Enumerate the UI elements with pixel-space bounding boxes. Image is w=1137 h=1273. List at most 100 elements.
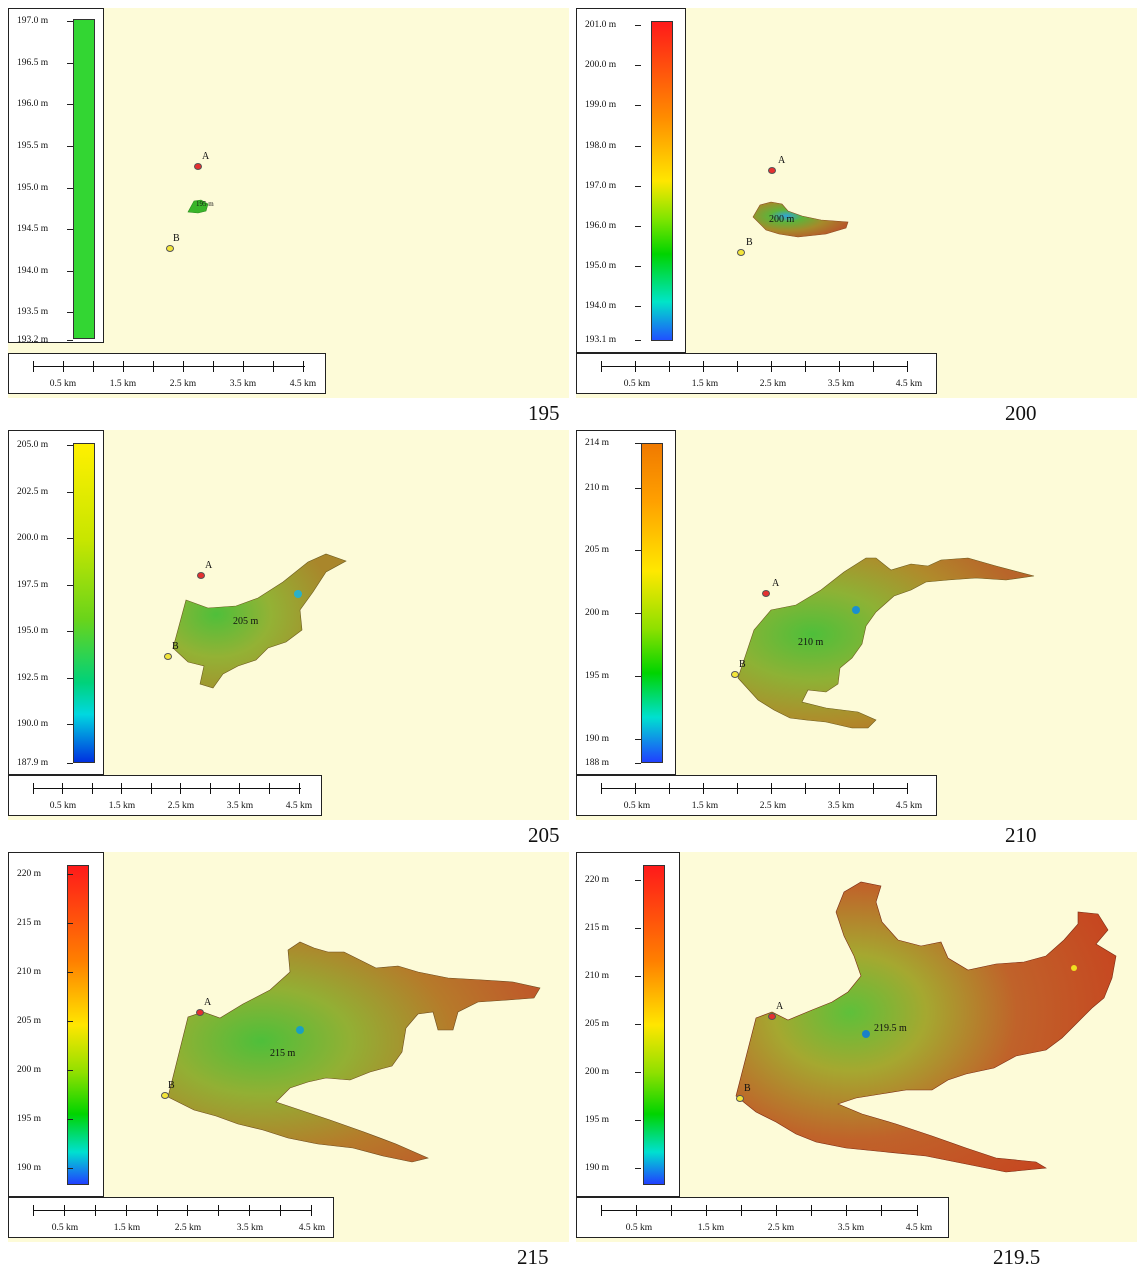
scale-bar: 0.5 km 1.5 km 2.5 km 3.5 km 4.5 km	[8, 1197, 334, 1238]
point-a-marker	[197, 572, 205, 579]
legend-tick: 214 m	[585, 438, 642, 448]
elevation-legend: 197.0 m 196.5 m 196.0 m 195.5 m 195.0 m …	[8, 8, 104, 345]
legend-tick: 192.5 m	[17, 673, 74, 683]
scale-bar: 0.5 km 1.5 km 2.5 km 3.5 km 4.5 km	[8, 353, 326, 394]
legend-tick: 194.0 m	[17, 266, 74, 276]
scale-label: 4.5 km	[905, 1223, 933, 1233]
scale-bar: 0.5 km 1.5 km 2.5 km 3.5 km 4.5 km	[576, 1197, 949, 1238]
point-b-label: B	[744, 1083, 751, 1094]
water-level-label: 219.5 m	[874, 1023, 907, 1034]
legend-tick: 205 m	[17, 1016, 74, 1026]
scale-label: 1.5 km	[691, 379, 719, 389]
panel-caption: 200	[1005, 401, 1037, 425]
point-a-label: A	[776, 1001, 784, 1012]
reservoir-map	[752, 201, 849, 238]
scale-label: 0.5 km	[49, 801, 77, 811]
scale-label: 0.5 km	[623, 801, 651, 811]
point-a-marker	[768, 1013, 776, 1020]
legend-tick: 202.5 m	[17, 487, 74, 497]
scale-label: 3.5 km	[236, 1223, 264, 1233]
reservoir-map	[172, 553, 347, 689]
map-panel-219-5: 220 m 215 m 210 m 205 m 200 m 195 m 190 …	[576, 852, 1137, 1242]
panel-caption: 215	[517, 1245, 549, 1269]
point-b-label: B	[173, 233, 180, 244]
legend-tick: 190 m	[17, 1163, 74, 1173]
legend-tick: 187.9 m	[17, 758, 74, 768]
scale-bar: 0.5 km 1.5 km 2.5 km 3.5 km 4.5 km	[576, 775, 937, 816]
legend-tick: 194.5 m	[17, 224, 74, 234]
elevation-legend: 220 m 215 m 210 m 205 m 200 m 195 m 190 …	[8, 852, 104, 1197]
point-a-label: A	[202, 151, 210, 162]
legend-tick: 193.2 m	[17, 335, 74, 345]
map-panel-205: 205.0 m 202.5 m 200.0 m 197.5 m 195.0 m …	[8, 430, 569, 820]
legend-tick: 200 m	[17, 1065, 74, 1075]
scale-label: 2.5 km	[759, 801, 787, 811]
legend-tick: 190.0 m	[17, 719, 74, 729]
reservoir-map	[737, 557, 1035, 729]
water-level-label: 195 m	[196, 200, 214, 208]
legend-tick: 197.5 m	[17, 580, 74, 590]
panel-caption: 219.5	[993, 1245, 1041, 1269]
reservoir-map	[167, 941, 541, 1163]
point-a-marker	[768, 167, 776, 174]
legend-tick: 195 m	[17, 1114, 74, 1124]
legend-tick: 205.0 m	[17, 440, 74, 450]
map-panel-210: 214 m 210 m 205 m 200 m 195 m 190 m 188 …	[576, 430, 1137, 820]
panel-caption: 210	[1005, 823, 1037, 847]
map-panel-200: 201.0 m 200.0 m 199.0 m 198.0 m 197.0 m …	[576, 8, 1137, 398]
legend-tick: 195.0 m	[585, 261, 642, 271]
legend-tick: 196.0 m	[17, 99, 74, 109]
elevation-legend: 220 m 215 m 210 m 205 m 200 m 195 m 190 …	[576, 852, 680, 1197]
point-a-marker	[194, 163, 202, 170]
legend-tick: 200.0 m	[585, 60, 642, 70]
legend-tick: 215 m	[585, 923, 642, 933]
point-a-label: A	[772, 578, 780, 589]
scale-label: 3.5 km	[827, 801, 855, 811]
elevation-legend: 205.0 m 202.5 m 200.0 m 197.5 m 195.0 m …	[8, 430, 104, 775]
legend-tick: 220 m	[17, 869, 74, 879]
map-panel-195: 197.0 m 196.5 m 196.0 m 195.5 m 195.0 m …	[8, 8, 569, 398]
legend-tick: 200 m	[585, 608, 642, 618]
point-b-label: B	[746, 237, 753, 248]
legend-tick: 199.0 m	[585, 100, 642, 110]
point-a-marker	[762, 590, 770, 597]
legend-tick: 220 m	[585, 875, 642, 885]
point-b-marker	[731, 671, 739, 678]
legend-tick: 195 m	[585, 1115, 642, 1125]
water-level-label: 215 m	[270, 1048, 296, 1059]
scale-label: 1.5 km	[109, 379, 137, 389]
scale-label: 2.5 km	[759, 379, 787, 389]
panel-caption: 205	[528, 823, 560, 847]
scale-bar: 0.5 km 1.5 km 2.5 km 3.5 km 4.5 km	[8, 775, 322, 816]
point-b-marker	[736, 1095, 744, 1102]
legend-tick: 205 m	[585, 545, 642, 555]
reservoir-map	[735, 881, 1117, 1173]
scale-label: 4.5 km	[895, 801, 923, 811]
point-a-label: A	[778, 155, 786, 166]
scale-label: 3.5 km	[229, 379, 257, 389]
legend-tick: 195 m	[585, 671, 642, 681]
point-a-label: A	[204, 997, 212, 1008]
point-b-marker	[166, 245, 174, 252]
scale-label: 1.5 km	[113, 1223, 141, 1233]
legend-tick: 197.0 m	[585, 181, 642, 191]
scale-label: 4.5 km	[298, 1223, 326, 1233]
scale-bar: 0.5 km 1.5 km 2.5 km 3.5 km 4.5 km	[576, 353, 937, 394]
legend-tick: 193.5 m	[17, 307, 74, 317]
point-b-label: B	[739, 659, 746, 670]
legend-tick: 200.0 m	[17, 533, 74, 543]
legend-tick: 196.5 m	[17, 58, 74, 68]
legend-tick: 210 m	[585, 483, 642, 493]
legend-tick: 200 m	[585, 1067, 642, 1077]
scale-label: 3.5 km	[837, 1223, 865, 1233]
legend-tick: 215 m	[17, 918, 74, 928]
legend-tick: 195.5 m	[17, 141, 74, 151]
water-level-label: 210 m	[798, 637, 824, 648]
scale-label: 2.5 km	[167, 801, 195, 811]
point-a-label: A	[205, 560, 213, 571]
map-panel-215: 220 m 215 m 210 m 205 m 200 m 195 m 190 …	[8, 852, 569, 1242]
scale-label: 2.5 km	[174, 1223, 202, 1233]
legend-tick: 190 m	[585, 1163, 642, 1173]
legend-tick: 196.0 m	[585, 221, 642, 231]
scale-label: 4.5 km	[285, 801, 313, 811]
